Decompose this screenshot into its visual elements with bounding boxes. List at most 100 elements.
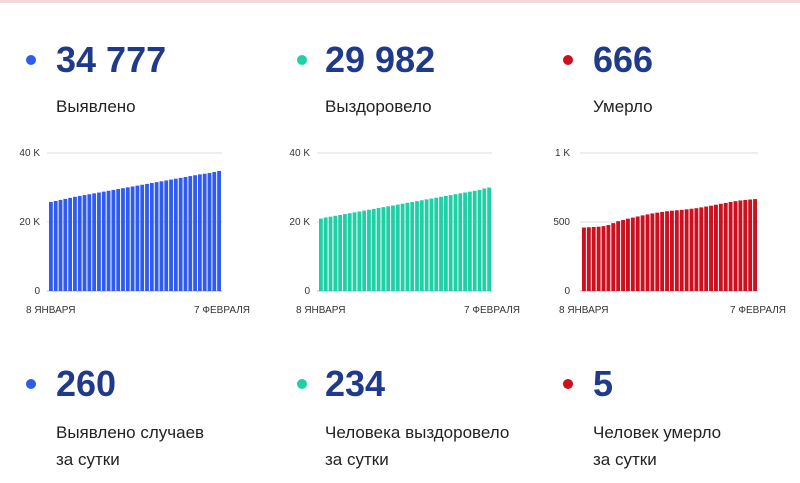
bar bbox=[640, 215, 645, 291]
bar bbox=[188, 176, 193, 291]
bar bbox=[101, 191, 106, 291]
green-dot-icon bbox=[297, 55, 307, 65]
bar bbox=[111, 189, 116, 291]
bar bbox=[395, 204, 400, 291]
recovered-label: Выздоровело bbox=[325, 97, 432, 116]
bar bbox=[410, 201, 415, 291]
bar bbox=[212, 171, 217, 291]
bar bbox=[92, 193, 97, 291]
bar bbox=[352, 212, 357, 291]
bar bbox=[362, 210, 367, 291]
bar bbox=[154, 182, 159, 291]
bar bbox=[207, 173, 212, 291]
y-tick-label: 500 bbox=[553, 217, 570, 228]
bar bbox=[616, 221, 621, 291]
x-label-end: 7 ФЕВРАЛЯ bbox=[194, 305, 250, 316]
y-tick-label: 0 bbox=[304, 286, 310, 297]
recovered-total: 29 982 bbox=[325, 39, 436, 80]
bar bbox=[77, 195, 82, 291]
chart-recovered: 0 20 K 40 K 8 ЯНВАРЯ 7 ФЕВРАЛЯ bbox=[270, 140, 540, 320]
bar bbox=[116, 189, 121, 291]
bar bbox=[87, 194, 92, 291]
bar bbox=[704, 206, 709, 291]
x-label-start: 8 ЯНВАРЯ bbox=[559, 305, 608, 316]
bar bbox=[733, 201, 738, 291]
bar bbox=[419, 200, 424, 291]
bar bbox=[679, 209, 684, 291]
bar bbox=[448, 195, 453, 291]
chart-died-svg: 0 500 1 K 8 ЯНВАРЯ 7 ФЕВРАЛЯ bbox=[553, 148, 786, 316]
bar bbox=[183, 176, 188, 291]
bar bbox=[68, 197, 73, 291]
bar bbox=[694, 208, 699, 291]
bar bbox=[689, 208, 694, 291]
green-dot-icon bbox=[297, 379, 307, 389]
bar bbox=[140, 184, 145, 291]
blue-dot-icon bbox=[26, 55, 36, 65]
y-tick-label: 0 bbox=[564, 286, 570, 297]
bar bbox=[601, 226, 606, 291]
bar bbox=[429, 198, 434, 291]
bar bbox=[458, 193, 463, 291]
daily-recovered-label-1: Человека выздоровело bbox=[325, 423, 510, 442]
bar bbox=[626, 218, 630, 291]
daily-died-label-2: за сутки bbox=[593, 450, 657, 469]
daily-recovered-label-2: за сутки bbox=[325, 450, 389, 469]
bar bbox=[347, 213, 352, 291]
bar bbox=[130, 186, 135, 291]
red-dot-icon bbox=[563, 55, 573, 65]
bar bbox=[323, 217, 328, 291]
bar bbox=[674, 210, 679, 291]
bar bbox=[400, 203, 405, 291]
y-tick-label: 40 K bbox=[289, 148, 310, 159]
daily-recovered-value: 234 bbox=[325, 363, 386, 404]
bar bbox=[709, 205, 713, 291]
chart-infected: 0 20 K 40 K 8 ЯНВАРЯ 7 ФЕВРАЛЯ bbox=[0, 140, 270, 320]
bar bbox=[439, 196, 443, 291]
bar bbox=[424, 199, 429, 291]
bar bbox=[386, 206, 391, 291]
bar bbox=[606, 225, 611, 291]
bar bbox=[173, 178, 178, 291]
infected-label: Выявлено bbox=[56, 97, 136, 116]
bar bbox=[376, 208, 381, 291]
bar bbox=[193, 175, 197, 291]
x-label-start: 8 ЯНВАРЯ bbox=[296, 305, 345, 316]
daily-infected-label-1: Выявлено случаев bbox=[56, 423, 205, 442]
bar bbox=[482, 188, 487, 291]
bar bbox=[197, 174, 202, 291]
bar bbox=[753, 199, 757, 291]
bar bbox=[178, 177, 183, 291]
bar bbox=[328, 216, 333, 291]
bar bbox=[655, 212, 660, 291]
bar bbox=[665, 211, 669, 291]
bar bbox=[149, 183, 154, 291]
bar bbox=[718, 203, 723, 291]
bar bbox=[121, 188, 125, 291]
bar bbox=[738, 200, 743, 291]
bar bbox=[743, 199, 748, 291]
red-dot-icon bbox=[563, 379, 573, 389]
top-divider bbox=[0, 0, 800, 3]
daily-died-label-1: Человек умерло bbox=[593, 423, 722, 442]
bar bbox=[159, 181, 164, 291]
died-total: 666 bbox=[593, 39, 654, 80]
bar bbox=[728, 201, 733, 291]
daily-died-value: 5 bbox=[593, 363, 614, 404]
bar bbox=[635, 216, 640, 291]
chart-recovered-svg: 0 20 K 40 K 8 ЯНВАРЯ 7 ФЕВРАЛЯ bbox=[289, 148, 520, 316]
y-tick-label: 1 K bbox=[555, 148, 570, 159]
bar bbox=[82, 195, 87, 291]
bar bbox=[63, 198, 68, 291]
bar bbox=[650, 213, 655, 291]
bar bbox=[343, 214, 347, 291]
bar bbox=[415, 201, 419, 291]
x-label-end: 7 ФЕВРАЛЯ bbox=[730, 305, 786, 316]
bar bbox=[723, 202, 728, 291]
bar bbox=[217, 171, 221, 291]
bar bbox=[338, 214, 343, 291]
bar bbox=[135, 185, 140, 291]
bar bbox=[714, 204, 718, 291]
daily-infected-label-2: за сутки bbox=[56, 450, 120, 469]
bar bbox=[630, 217, 635, 291]
